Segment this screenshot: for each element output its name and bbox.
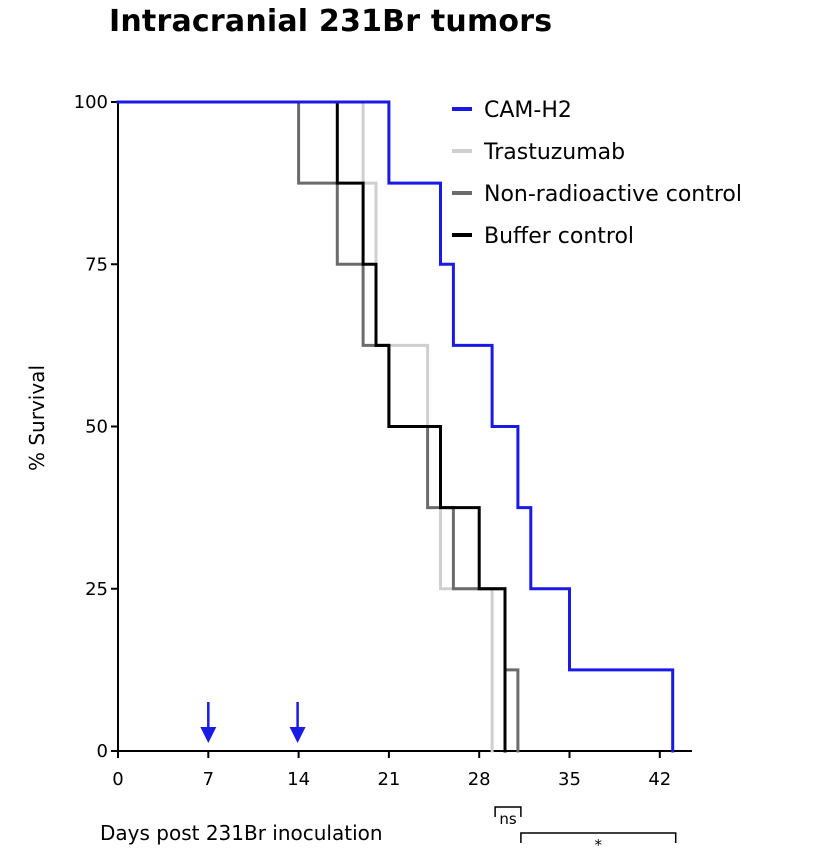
y-tick-label-25: 25 (85, 579, 108, 600)
significance-bracket-ns (494, 806, 522, 817)
series-line-non-radioactive-control (116, 100, 520, 753)
x-tick-label-21: 21 (377, 769, 400, 790)
y-axis-label: % Survival (25, 365, 49, 471)
y-tick-label-50: 50 (85, 417, 108, 438)
y-tick-label-100: 100 (74, 92, 108, 113)
significance-label-star: * (595, 836, 603, 852)
x-axis-label: Days post 231Br inoculation (100, 821, 383, 845)
significance-brackets: ns * (494, 806, 677, 852)
legend: CAM-H2 Trastuzumab Non-radioactive control… (452, 98, 742, 249)
legend-label-non-radioactive-control: Non-radioactive control (484, 182, 742, 207)
legend-label-trastuzumab: Trastuzumab (483, 140, 625, 165)
legend-label-buffer-control: Buffer control (484, 224, 634, 249)
legend-label-cam-h2: CAM-H2 (484, 98, 572, 123)
x-tick-label-14: 14 (287, 769, 310, 790)
y-tick-label-0: 0 (97, 741, 108, 762)
x-tick-label-0: 0 (112, 769, 123, 790)
x-tick-label-42: 42 (648, 769, 671, 790)
y-tick-label-75: 75 (85, 254, 108, 275)
series-lines (116, 100, 675, 753)
x-tick-label-7: 7 (203, 769, 214, 790)
dosing-arrow-head-day-7 (200, 727, 217, 743)
series-line-cam-h2 (116, 100, 675, 753)
x-tick-label-28: 28 (468, 769, 491, 790)
significance-label-ns: ns (499, 810, 517, 828)
x-tick-label-35: 35 (558, 769, 581, 790)
dosing-arrow-head-day-14 (289, 727, 306, 743)
axes: 0 25 50 75 100 0 7 14 21 28 35 42 (74, 92, 692, 790)
series-line-buffer-control (116, 100, 507, 753)
dosing-arrows (200, 702, 306, 743)
chart-title: Intracranial 231Br tumors (109, 4, 553, 39)
significance-bracket-star (520, 832, 677, 843)
